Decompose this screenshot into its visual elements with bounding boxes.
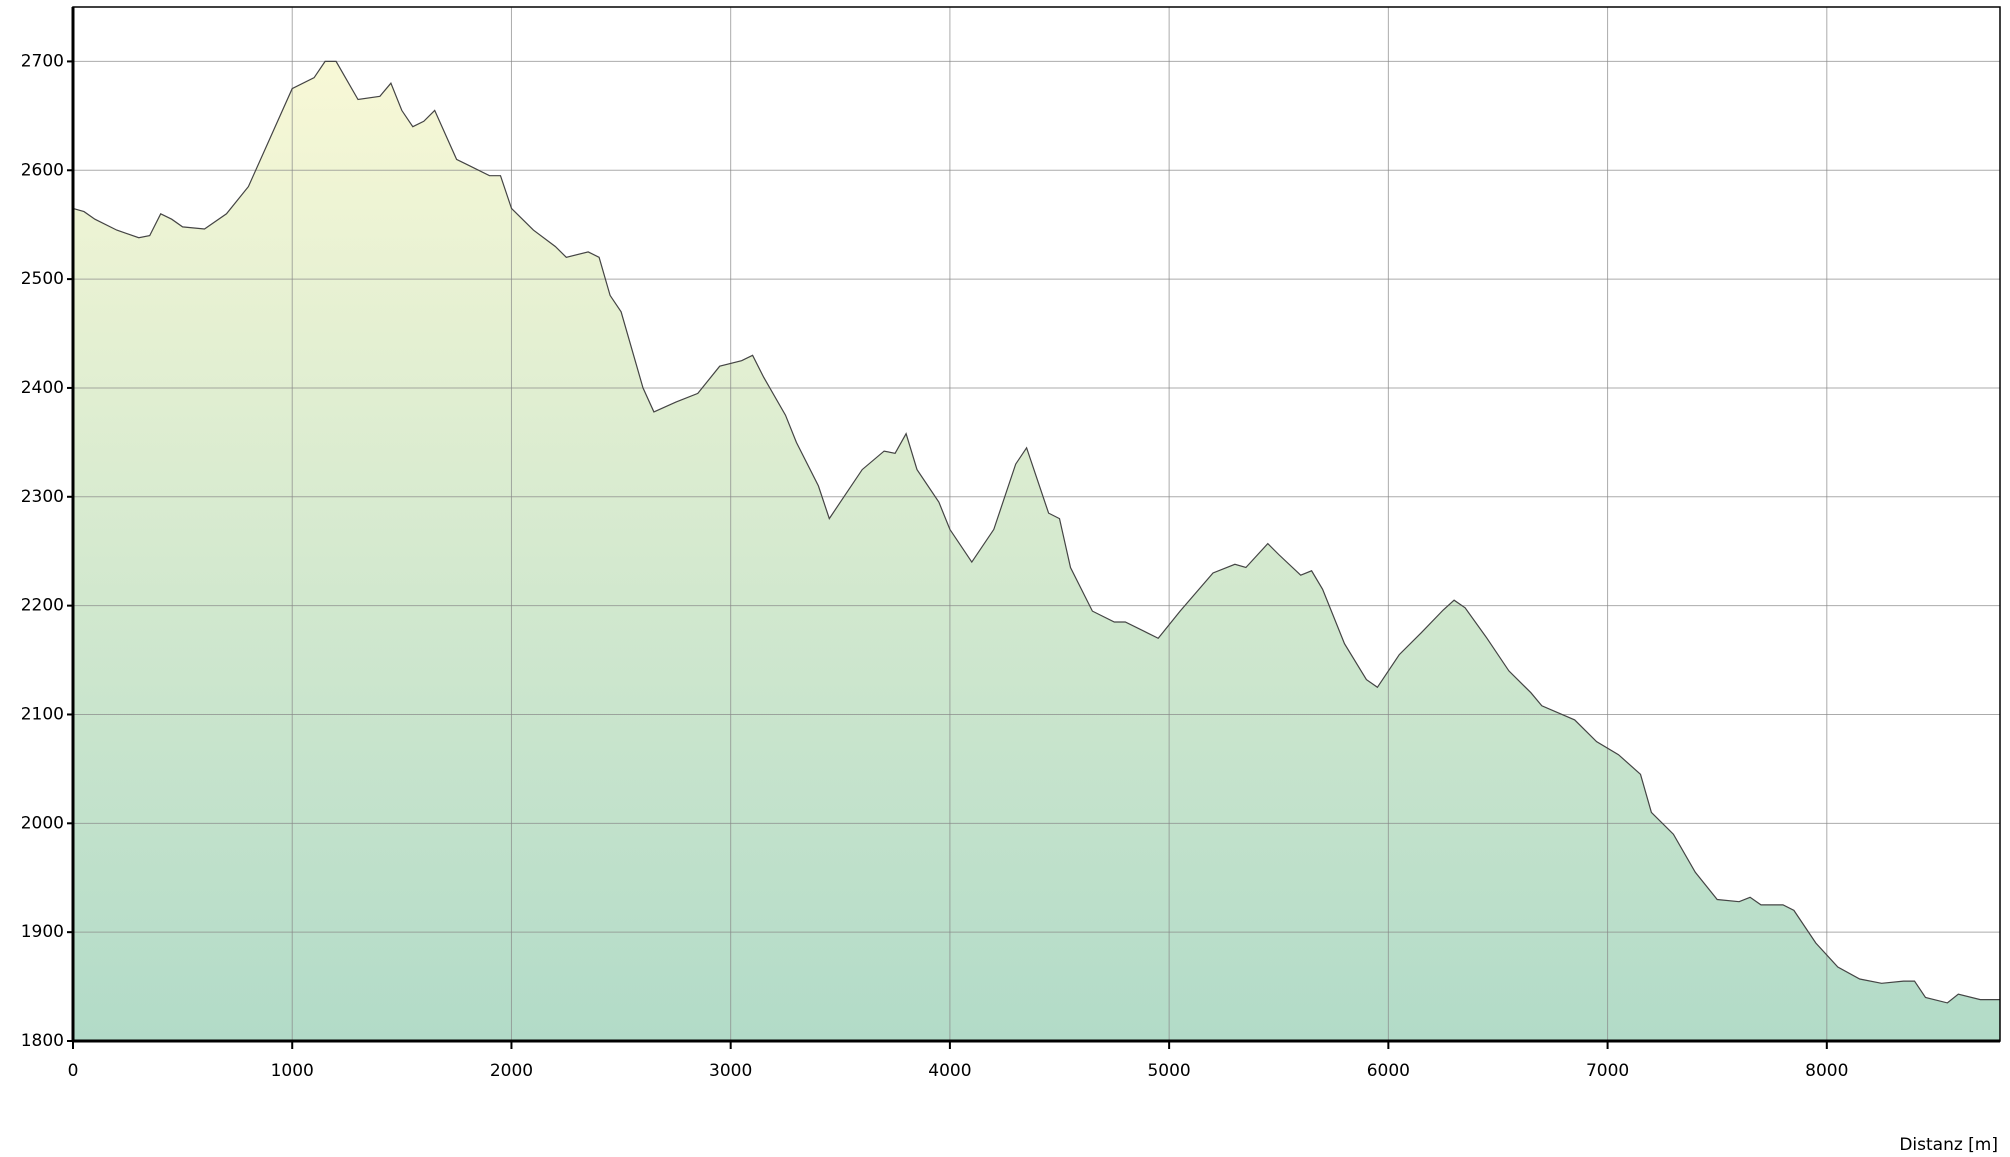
y-tick-label: 1800	[21, 1031, 64, 1051]
y-tick-label: 2600	[21, 160, 64, 180]
y-tick-label: 2100	[21, 704, 64, 724]
y-tick-label: 2700	[21, 51, 64, 71]
x-tick-label: 3000	[709, 1061, 752, 1081]
x-tick-label: 6000	[1367, 1061, 1410, 1081]
y-tick-label: 2500	[21, 269, 64, 289]
x-axis-label: Distanz [m]	[1899, 1135, 1998, 1155]
y-tick-label: 2300	[21, 487, 64, 507]
x-tick-label: 1000	[271, 1061, 314, 1081]
y-tick-label: 2200	[21, 596, 64, 616]
x-tick-label: 5000	[1147, 1061, 1190, 1081]
y-tick-label: 2400	[21, 378, 64, 398]
x-tick-label: 0	[68, 1061, 79, 1081]
x-tick-label: 7000	[1586, 1061, 1629, 1081]
elevation-line	[72, 60, 2000, 1004]
area-fill	[73, 61, 2000, 1041]
y-tick-label: 1900	[21, 922, 64, 942]
x-tick-label: 4000	[928, 1061, 971, 1081]
x-tick-label: 2000	[490, 1061, 533, 1081]
y-tick-label: 2000	[21, 813, 64, 833]
x-tick-label: 8000	[1805, 1061, 1848, 1081]
